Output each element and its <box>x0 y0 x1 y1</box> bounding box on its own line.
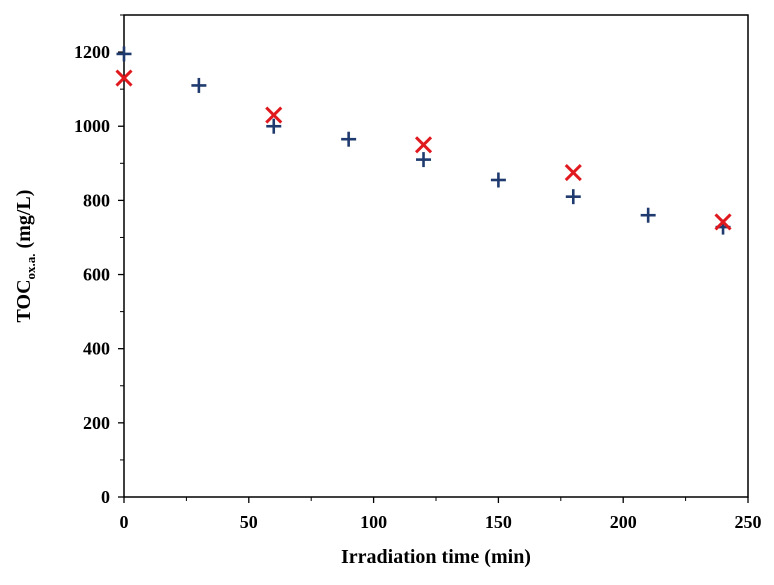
x-tick-label: 50 <box>240 512 258 532</box>
x-tick-label: 150 <box>485 512 512 532</box>
plus-marker <box>565 189 581 205</box>
y-tick-label: 600 <box>83 265 110 285</box>
axes: 0 50 100 150 200 250 0 200 400 600 800 1000 1200 <box>74 14 762 532</box>
x-marker <box>265 106 283 124</box>
x-marker <box>714 213 732 231</box>
y-tick-label: 400 <box>83 339 110 359</box>
y-axis-title-unit: (mg/L) <box>13 190 35 254</box>
plus-marker <box>266 118 282 134</box>
plot-area <box>123 14 749 498</box>
x-marker-b <box>265 106 283 124</box>
x-tick-label: 100 <box>360 512 387 532</box>
y-axis-title-main: TOC <box>13 279 35 322</box>
y-tick-label: 1200 <box>74 42 110 62</box>
x-marker-b <box>714 213 732 231</box>
plus-marker <box>490 172 506 188</box>
plus-marker <box>191 77 207 93</box>
plus-marker <box>341 131 357 147</box>
x-tick-label: 250 <box>735 512 762 532</box>
x-marker <box>414 136 433 154</box>
y-axis-title: TOCox.a. (mg/L) <box>13 190 38 323</box>
y-tick-label: 200 <box>83 413 110 433</box>
x-marker <box>115 69 133 87</box>
x-marker-b <box>564 164 582 182</box>
x-tick-label: 200 <box>610 512 637 532</box>
plus-marker <box>116 46 132 62</box>
plus-marker <box>640 207 656 223</box>
y-tick-label: 0 <box>101 487 110 507</box>
x-tick-label: 0 <box>120 512 129 532</box>
data-marks <box>115 46 732 235</box>
x-marker <box>564 164 582 182</box>
x-marker-b <box>115 69 133 87</box>
y-tick-label: 1000 <box>74 116 110 136</box>
x-axis-title: Irradiation time (min) <box>341 546 531 568</box>
plus-marker <box>416 152 432 168</box>
y-axis-title-subscript: ox.a. <box>23 253 38 279</box>
x-marker-b <box>414 136 433 154</box>
y-tick-label: 800 <box>83 190 110 210</box>
